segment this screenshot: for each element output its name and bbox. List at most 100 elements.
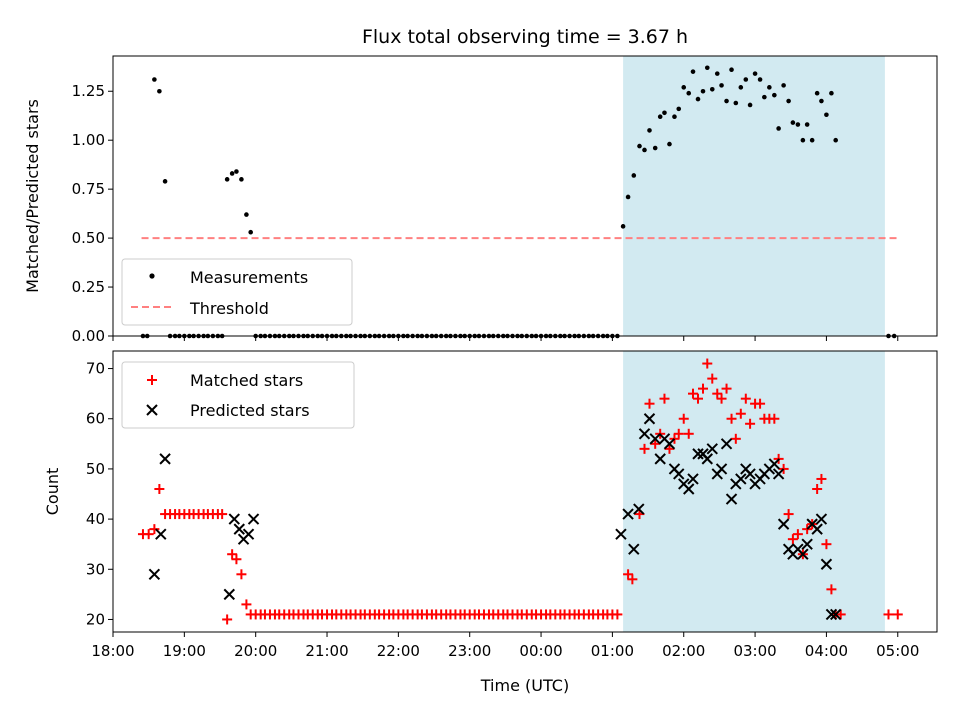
legend-threshold-label: Threshold — [189, 299, 269, 318]
matched-star-point — [755, 398, 766, 409]
predicted-star-point — [687, 473, 699, 485]
predicted-star-point — [638, 428, 651, 440]
matched-star-point — [241, 599, 252, 610]
predicted-star-point — [701, 453, 713, 465]
predicted-star-point — [744, 468, 756, 480]
measurement-point — [738, 85, 744, 90]
bottom-y-ticks: 20 30 40 50 60 70 — [86, 360, 113, 628]
measurement-point — [819, 98, 824, 104]
measurement-point — [729, 67, 734, 73]
measurement-point — [776, 126, 781, 131]
measurement-point — [647, 128, 652, 133]
measurement-point — [637, 143, 642, 149]
y-tick-label: 1.25 — [72, 82, 105, 100]
measurement-point — [657, 114, 663, 119]
matched-star-point — [792, 529, 803, 540]
matched-star-point — [735, 408, 746, 419]
measurement-point — [829, 90, 834, 96]
matched-star-point — [812, 483, 823, 494]
measurement-point — [234, 169, 239, 174]
predicted-star-point — [654, 453, 666, 465]
matched-star-point — [716, 393, 727, 404]
predicted-star-point — [797, 548, 809, 560]
measurement-point — [786, 98, 791, 104]
measurement-point — [229, 171, 235, 176]
measurement-point — [714, 71, 720, 76]
x-tick-label: 00:00 — [519, 642, 562, 660]
measurement-point — [695, 96, 701, 102]
predicted-star-point — [649, 433, 661, 445]
top-axes-frame — [112, 55, 938, 337]
predicted-star-point — [633, 503, 645, 515]
top-y-ticks: 0.00 0.25 0.50 0.75 1.00 1.25 — [72, 82, 113, 345]
bottom-legend-box — [121, 361, 355, 429]
predicted-star-point — [159, 453, 171, 465]
measurement-point — [681, 85, 687, 90]
legend-matched-marker — [147, 375, 157, 385]
x-tick-label: 20:00 — [234, 642, 277, 660]
legend-matched-label: Matched stars — [190, 371, 303, 390]
matched-star-point — [664, 443, 675, 454]
predicted-star-point — [777, 518, 790, 530]
legend-measurements-label: Measurements — [190, 268, 308, 287]
top-legend-box — [121, 258, 353, 326]
measurement-point — [804, 122, 810, 127]
measurement-point — [162, 179, 168, 184]
x-tick-label: 03:00 — [733, 642, 776, 660]
matched-star-point — [702, 358, 713, 369]
predicted-star-point — [715, 463, 728, 475]
predicted-star-point — [801, 538, 813, 550]
matched-star-point — [683, 428, 694, 439]
matched-star-point — [639, 443, 650, 454]
measurement-point — [800, 137, 806, 143]
x-tick-label: 22:00 — [377, 642, 420, 660]
matched-star-point — [149, 524, 160, 535]
matched-star-point — [669, 433, 680, 444]
matched-star-point — [650, 438, 661, 449]
measurement-point — [625, 194, 631, 200]
predicted-star-points — [148, 413, 842, 621]
predicted-star-point — [725, 493, 738, 505]
matched-star-point — [659, 393, 670, 404]
matched-star-point — [769, 413, 780, 424]
matched-star-point — [816, 473, 827, 484]
predicted-star-point — [829, 608, 842, 621]
matched-star-point — [673, 428, 684, 439]
y-tick-label: 0.25 — [72, 278, 105, 296]
measurement-point — [795, 122, 801, 127]
measurement-point — [781, 83, 786, 88]
measurement-point — [733, 100, 739, 106]
measurement-point — [662, 110, 667, 116]
matched-star-point — [693, 393, 704, 404]
x-tick-label: 19:00 — [163, 642, 206, 660]
matched-star-point — [883, 609, 894, 620]
matched-star-point — [726, 413, 737, 424]
predicted-star-point — [673, 468, 685, 480]
y-tick-label: 1.00 — [72, 131, 105, 149]
y-tick-label: 40 — [86, 510, 105, 528]
measurement-point — [690, 69, 696, 74]
measurement-point — [676, 106, 682, 112]
measurement-point — [157, 88, 162, 94]
measurement-point — [790, 120, 796, 125]
matched-star-points — [137, 358, 903, 625]
measurement-point — [814, 90, 820, 96]
measurement-point — [724, 98, 729, 104]
predicted-star-point — [815, 513, 828, 525]
measurement-point — [672, 114, 677, 119]
measurement-point — [704, 65, 710, 71]
matched-star-point — [217, 509, 228, 520]
y-tick-label: 60 — [86, 410, 105, 428]
measurement-point — [248, 229, 253, 235]
y-tick-label: 0.50 — [72, 229, 105, 247]
measurement-point — [244, 212, 249, 217]
matched-star-point — [892, 609, 903, 620]
measurement-point — [700, 88, 706, 94]
matched-star-point — [802, 524, 813, 535]
measurement-point — [152, 77, 157, 82]
matched-star-point — [787, 534, 798, 545]
measurement-point — [709, 86, 715, 92]
legend-predicted-label: Predicted stars — [190, 401, 310, 420]
matched-star-point — [783, 509, 794, 520]
